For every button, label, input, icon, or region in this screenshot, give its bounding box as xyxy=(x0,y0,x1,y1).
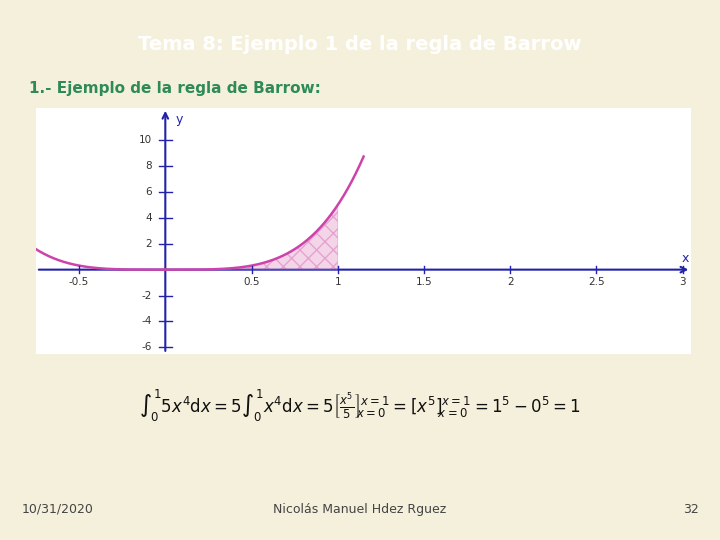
Text: 4: 4 xyxy=(145,213,152,223)
Text: 2: 2 xyxy=(145,239,152,249)
Text: -2: -2 xyxy=(142,291,152,300)
Text: 1.- Ejemplo de la regla de Barrow:: 1.- Ejemplo de la regla de Barrow: xyxy=(29,81,320,96)
Text: y: y xyxy=(176,113,183,126)
Text: 1: 1 xyxy=(334,276,341,287)
Text: 2.5: 2.5 xyxy=(588,276,605,287)
Text: 8: 8 xyxy=(145,161,152,171)
Text: Nicolás Manuel Hdez Rguez: Nicolás Manuel Hdez Rguez xyxy=(274,503,446,516)
Text: $\int_0^1 5x^4\mathrm{d}x = 5\int_0^1 x^4\mathrm{d}x = 5\left[\frac{x^5}{5}\righ: $\int_0^1 5x^4\mathrm{d}x = 5\int_0^1 x^… xyxy=(139,388,581,424)
Text: 0.5: 0.5 xyxy=(243,276,260,287)
Text: 10/31/2020: 10/31/2020 xyxy=(22,503,94,516)
Text: 1.5: 1.5 xyxy=(415,276,432,287)
Text: -0.5: -0.5 xyxy=(69,276,89,287)
Text: x: x xyxy=(681,252,688,265)
Text: -6: -6 xyxy=(142,342,152,352)
Text: -4: -4 xyxy=(142,316,152,326)
Text: 10: 10 xyxy=(139,136,152,145)
Text: Tema 8: Ejemplo 1 de la regla de Barrow: Tema 8: Ejemplo 1 de la regla de Barrow xyxy=(138,35,582,53)
Text: 32: 32 xyxy=(683,503,698,516)
Text: 6: 6 xyxy=(145,187,152,197)
Text: 3: 3 xyxy=(679,276,686,287)
Text: 2: 2 xyxy=(507,276,513,287)
